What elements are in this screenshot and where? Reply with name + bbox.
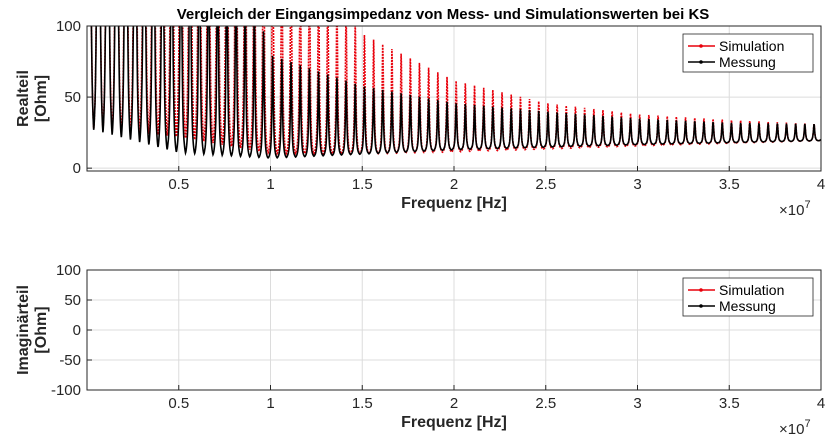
x-tick-label: 4 bbox=[817, 176, 825, 193]
legend-label: Simulation bbox=[719, 282, 784, 298]
legend-label: Simulation bbox=[719, 38, 784, 54]
y-tick-label: -50 bbox=[59, 352, 81, 369]
x-tick-label: 2 bbox=[450, 395, 458, 412]
legend-box bbox=[682, 33, 814, 73]
x-exponent-label: ×107 bbox=[779, 418, 811, 438]
x-tick-label: 2.5 bbox=[535, 395, 556, 412]
x-axis-label: Frequenz [Hz] bbox=[401, 414, 507, 431]
y-tick-label: 0 bbox=[73, 322, 81, 339]
panel-realteil: 0.5 1 1.5 2 2.5 3 3.5 4 0 50 100 Frequenz [Hz] ×107 R… bbox=[15, 18, 825, 219]
x-tick-label: 3.5 bbox=[719, 176, 740, 193]
legend-label: Messung bbox=[719, 54, 776, 70]
y-tick-label: -100 bbox=[51, 382, 81, 399]
y-tick-label: 50 bbox=[64, 292, 81, 309]
x-exponent-label: ×107 bbox=[779, 199, 811, 219]
y-tick-label: 100 bbox=[56, 262, 81, 279]
x-tick-label: 1.5 bbox=[352, 395, 373, 412]
x-tick-label: 1.5 bbox=[352, 176, 373, 193]
x-tick-label: 1 bbox=[266, 395, 274, 412]
y-axis-label-line: Realteil bbox=[15, 70, 32, 127]
x-tick-label: 3.5 bbox=[719, 395, 740, 412]
legend-box bbox=[682, 277, 814, 317]
y-tick-label: 100 bbox=[56, 18, 81, 35]
x-tick-label: 0.5 bbox=[168, 176, 189, 193]
figure-title: Vergleich der Eingangsimpedanz von Mess-… bbox=[177, 6, 710, 23]
y-tick-label: 50 bbox=[64, 89, 81, 106]
x-exponent-power: 7 bbox=[804, 199, 810, 211]
x-exponent-power: 7 bbox=[804, 418, 810, 430]
legend-marker bbox=[699, 60, 703, 64]
legend-label: Messung bbox=[719, 298, 776, 314]
x-tick-label: 3 bbox=[633, 395, 641, 412]
x-tick-label: 0.5 bbox=[168, 395, 189, 412]
panel-imaginaerteil: 0.5 1 1.5 2 2.5 3 3.5 4 -100 -50 0 50 100 Frequenz [H… bbox=[15, 262, 825, 438]
series-line-messung bbox=[90, 26, 821, 160]
x-axis-label: Frequenz [Hz] bbox=[401, 195, 507, 212]
x-tick-label: 4 bbox=[817, 395, 825, 412]
y-axis-label-line: Imaginärteil bbox=[15, 285, 32, 375]
x-tick-label: 3 bbox=[633, 176, 641, 193]
x-tick-label: 2 bbox=[450, 176, 458, 193]
legend-marker bbox=[699, 44, 703, 48]
y-axis-label-line: [Ohm] bbox=[33, 306, 50, 353]
y-axis-label-line: [Ohm] bbox=[33, 75, 50, 122]
y-tick-label: 0 bbox=[73, 160, 81, 177]
x-tick-label: 1 bbox=[266, 176, 274, 193]
legend-marker bbox=[699, 288, 703, 292]
legend-marker bbox=[699, 304, 703, 308]
x-tick-label: 2.5 bbox=[535, 176, 556, 193]
